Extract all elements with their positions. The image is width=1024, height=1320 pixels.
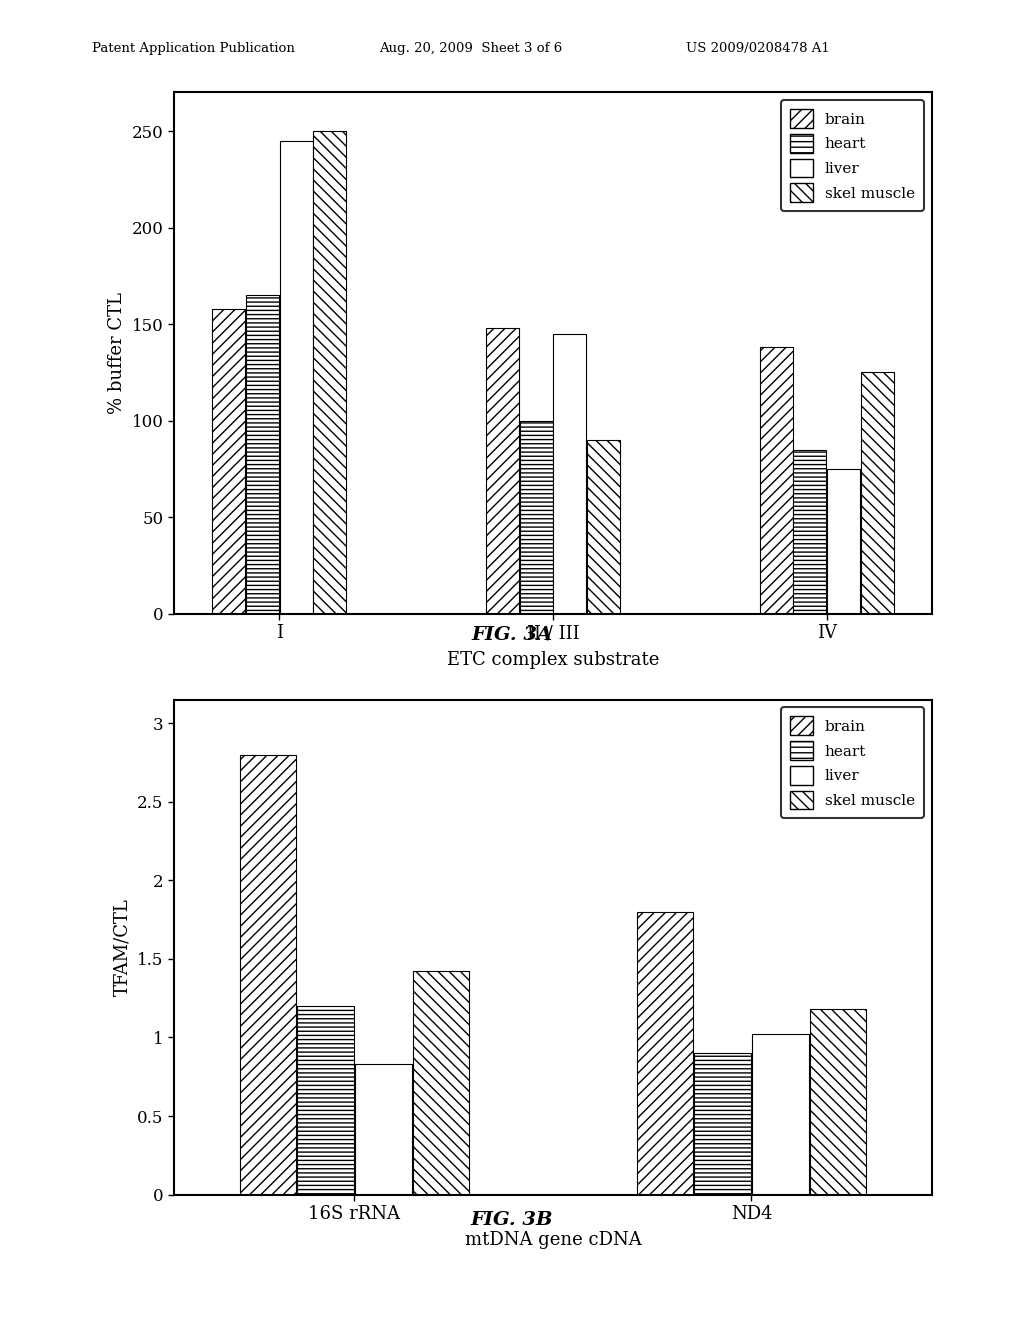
Bar xyxy=(553,334,587,614)
Bar xyxy=(313,131,346,614)
X-axis label: mtDNA gene cDNA: mtDNA gene cDNA xyxy=(465,1232,641,1249)
Text: Aug. 20, 2009  Sheet 3 of 6: Aug. 20, 2009 Sheet 3 of 6 xyxy=(379,42,562,55)
Bar xyxy=(355,1064,412,1195)
Legend: brain, heart, liver, skel muscle: brain, heart, liver, skel muscle xyxy=(780,708,925,818)
Bar xyxy=(587,440,620,614)
Bar xyxy=(860,372,894,614)
Bar xyxy=(486,327,519,614)
Bar xyxy=(760,347,793,614)
Bar xyxy=(752,1035,809,1195)
Text: FIG. 3A: FIG. 3A xyxy=(471,626,553,644)
X-axis label: ETC complex substrate: ETC complex substrate xyxy=(446,651,659,668)
Bar xyxy=(637,912,693,1195)
Bar xyxy=(212,309,246,614)
Bar xyxy=(246,296,279,614)
Bar xyxy=(794,450,826,614)
Bar xyxy=(280,141,312,614)
Y-axis label: TFAM/CTL: TFAM/CTL xyxy=(114,898,132,997)
Bar xyxy=(413,972,469,1195)
Bar xyxy=(694,1053,751,1195)
Text: FIG. 3B: FIG. 3B xyxy=(471,1210,553,1229)
Bar xyxy=(519,421,553,614)
Text: Patent Application Publication: Patent Application Publication xyxy=(92,42,295,55)
Y-axis label: % buffer CTL: % buffer CTL xyxy=(109,292,126,414)
Bar xyxy=(240,755,296,1195)
Legend: brain, heart, liver, skel muscle: brain, heart, liver, skel muscle xyxy=(780,100,925,211)
Bar xyxy=(827,469,860,614)
Text: US 2009/0208478 A1: US 2009/0208478 A1 xyxy=(686,42,829,55)
Bar xyxy=(297,1006,354,1195)
Bar xyxy=(810,1010,866,1195)
